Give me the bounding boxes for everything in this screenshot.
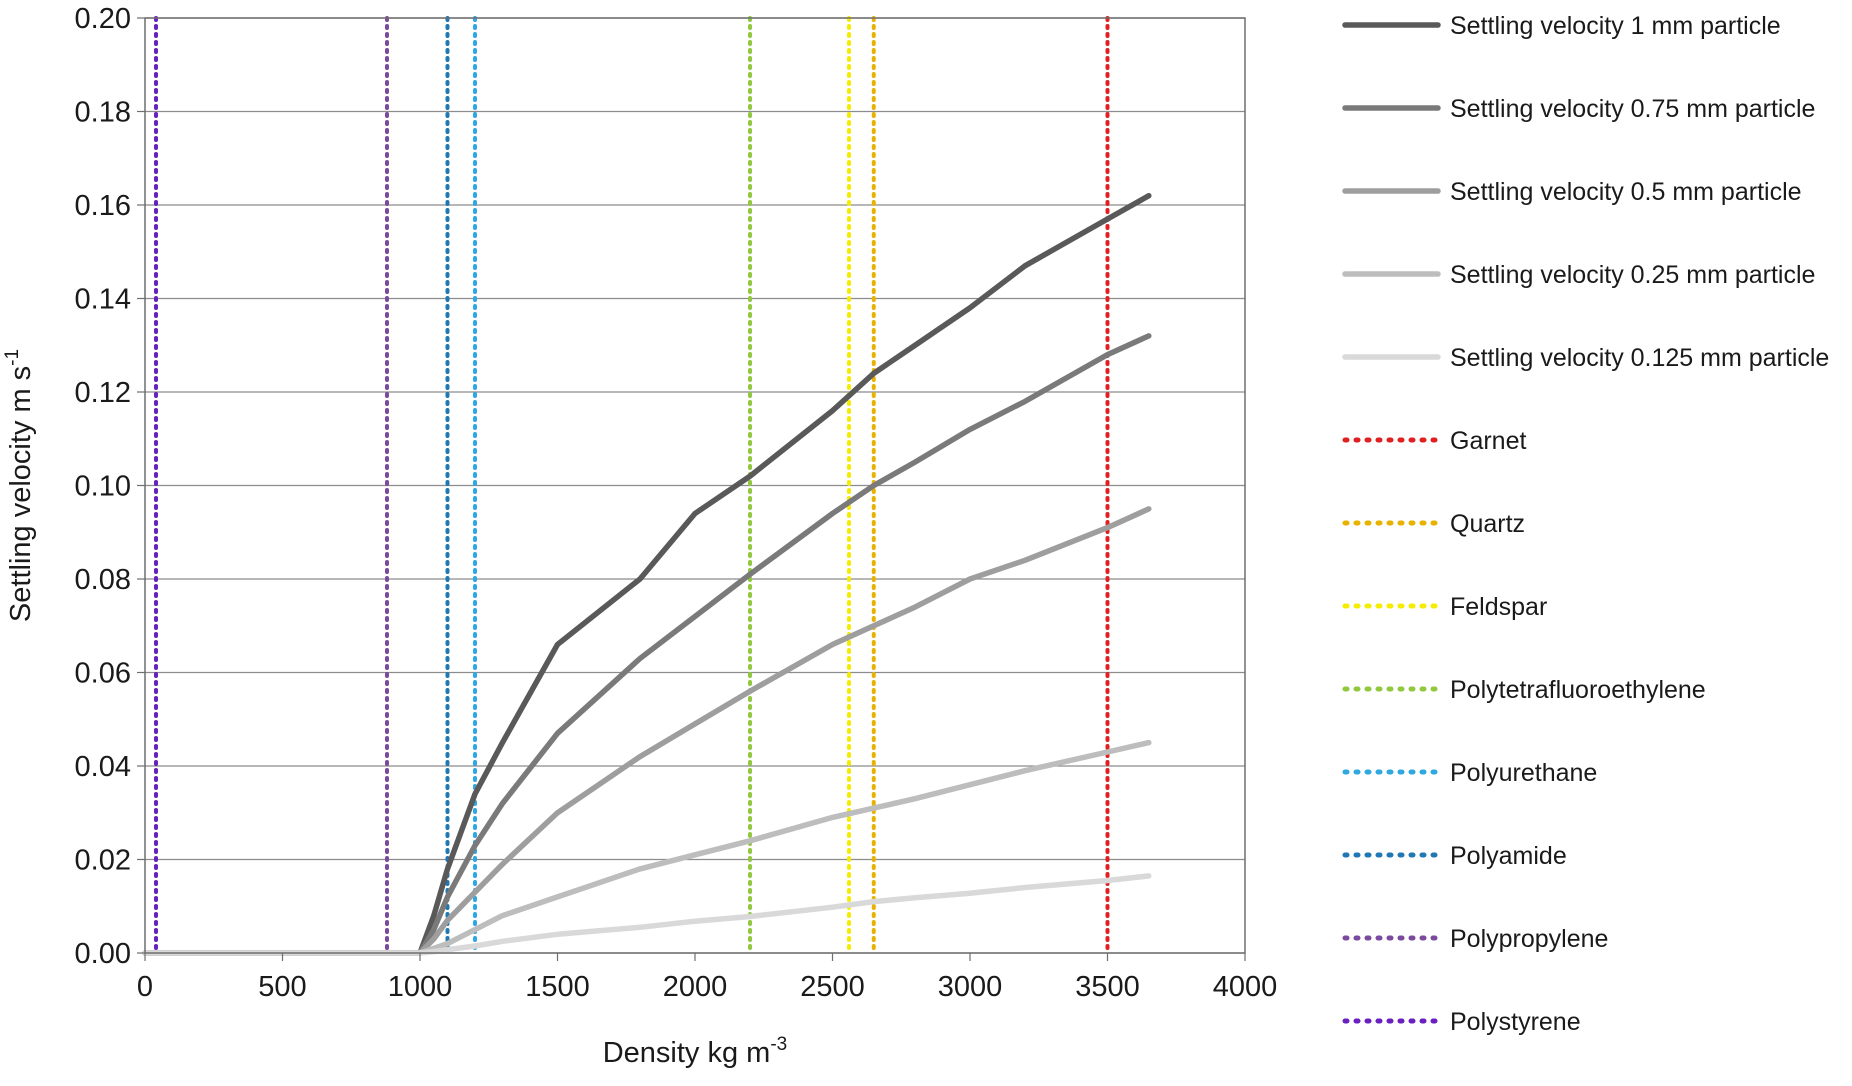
legend-label-12: Polystyrene [1450,1008,1581,1036]
legend-label-6: Quartz [1450,510,1525,538]
legend-label-10: Polyamide [1450,842,1567,870]
y-tick-label-10: 0.20 [75,3,131,35]
y-tick-label-5: 0.10 [75,471,131,503]
legend-label-5: Garnet [1450,427,1526,455]
series-line-3 [142,739,1152,956]
legend-label-7: Feldspar [1450,593,1547,621]
legend-label-1: Settling velocity 0.75 mm particle [1450,95,1815,123]
y-tick-label-8: 0.16 [75,190,131,222]
x-tick-label-5: 2500 [800,971,865,1003]
y-tick-label-4: 0.08 [75,564,131,596]
legend-label-3: Settling velocity 0.25 mm particle [1450,261,1815,289]
legend-label-2: Settling velocity 0.5 mm particle [1450,178,1802,206]
series-line-1 [142,333,1152,956]
y-tick-label-7: 0.14 [75,284,131,316]
y-axis-ticks: 0.00 0.02 0.04 0.06 0.08 0.10 0.12 0.14 0.16 0.18… [75,3,145,970]
y-tick-label-1: 0.02 [75,845,131,877]
y-axis-label: Settling velocity m s-1 [2,349,37,622]
x-axis-label: Density kg m-3 [603,1034,788,1069]
x-tick-label-8: 4000 [1213,971,1278,1003]
legend-label-0: Settling velocity 1 mm particle [1450,12,1781,40]
legend-label-4: Settling velocity 0.125 mm particle [1450,344,1829,372]
grid-lines [145,17,1245,954]
y-tick-label-2: 0.04 [75,751,131,783]
legend: Settling velocity 1 mm particle Settling … [1342,12,1829,1036]
x-tick-label-3: 1500 [525,971,590,1003]
y-tick-label-6: 0.12 [75,377,131,409]
series-line-0 [142,192,1152,956]
x-tick-label-4: 2000 [663,971,728,1003]
y-tick-label-3: 0.06 [75,658,131,690]
y-tick-label-9: 0.18 [75,97,131,129]
legend-label-8: Polytetrafluoroethylene [1450,676,1706,704]
series-line-4 [142,873,1152,956]
x-axis-ticks: 0 500 1000 1500 2000 2500 3000 3500 4000 [137,953,1277,1003]
y-tick-label-0: 0.00 [75,938,131,970]
legend-label-9: Polyurethane [1450,759,1597,787]
legend-label-11: Polypropylene [1450,925,1608,953]
x-tick-label-1: 500 [258,971,306,1003]
x-tick-label-7: 3500 [1075,971,1140,1003]
x-tick-label-2: 1000 [388,971,453,1003]
settling-velocity-series [142,192,1152,956]
series-line-2 [142,506,1152,956]
x-tick-label-6: 3000 [938,971,1003,1003]
x-tick-label-0: 0 [137,971,153,1003]
